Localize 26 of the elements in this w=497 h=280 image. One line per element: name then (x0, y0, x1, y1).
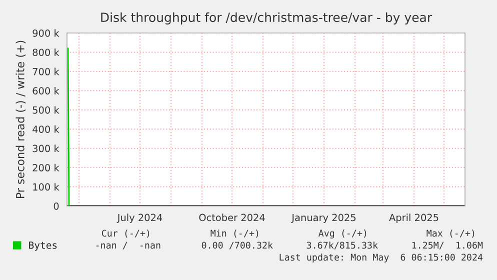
y-tick-label: 300 k (32, 144, 60, 152)
text: Max (-/+) (426, 230, 474, 238)
legend-label: Bytes (29, 242, 57, 251)
text: Avg (-/+) (318, 230, 366, 238)
y-axis-title: Pr second read (-) / write (+) (16, 40, 26, 198)
text: 0.00 /700.32k (202, 242, 273, 250)
x-tick-label: July 2024 (116, 214, 162, 224)
y-tick-label: 400 k (32, 125, 60, 133)
y-tick-label: 600 k (32, 86, 60, 94)
x-tick-label: April 2025 (389, 214, 438, 224)
x-tick-label: October 2024 (199, 214, 265, 222)
text: Min (-/+) (210, 230, 258, 238)
text: 1.25M/ 1.06M (412, 242, 483, 250)
x-tick-label: January 2025 (291, 214, 356, 224)
text: 3.67k/815.33k (306, 242, 378, 250)
y-tick-label: 100 k (33, 183, 60, 191)
y-tick-label: 800 k (32, 48, 60, 56)
text: Last update: Mon May 6 06:15:00 2024 (280, 254, 483, 262)
y-tick-label: 200 k (32, 164, 60, 172)
y-tick-label: 900 k (32, 29, 60, 37)
text: Cur (-/+) (102, 230, 150, 238)
y-tick-label: 700 k (32, 68, 60, 76)
y-tick-label: 500 k (32, 106, 60, 114)
text: -nan / -nan (96, 242, 160, 250)
chart-title: Disk throughput for /dev/christmas-tree/var - by year (101, 12, 432, 24)
y-tick-label: 0 (54, 202, 59, 210)
